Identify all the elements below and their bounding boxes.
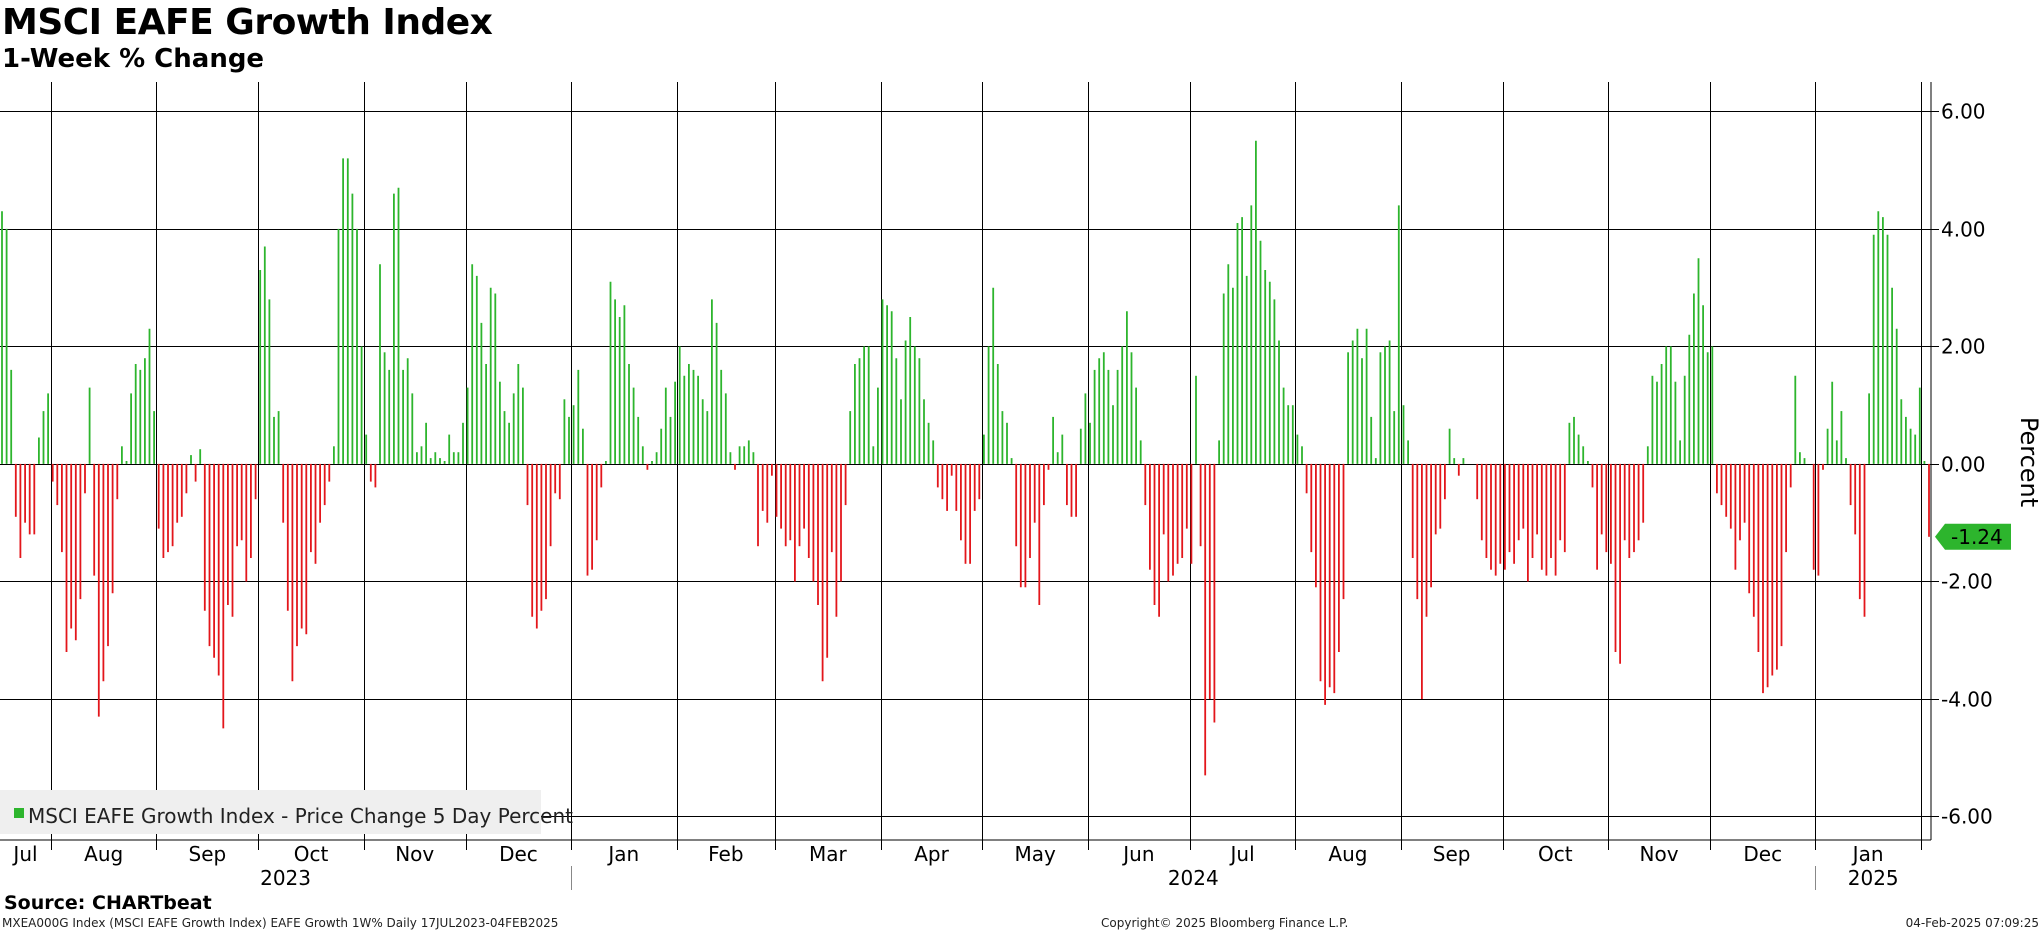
x-tick-label: Jul [11,842,37,866]
series-info: MXEA000G Index (MSCI EAFE Growth Index) … [2,916,559,930]
x-tick-label: Mar [809,842,848,866]
x-tick-label: Sep [189,842,227,866]
x-tick-label: Apr [914,842,949,866]
x-tick-label: Sep [1433,842,1471,866]
bars [1,140,1930,776]
x-tick-label: Aug [84,842,123,866]
last-value-marker: -1.24 [1935,523,2011,550]
x-tick-label: Jul [1229,842,1255,866]
legend-swatch [14,808,24,818]
x-tick-label: Jan [1851,842,1884,866]
timestamp: 04-Feb-2025 07:09:25 [1905,916,2039,930]
y-tick-label: 6.00 [1941,100,1986,124]
y-tick-label: 2.00 [1941,335,1986,359]
y-tick-label: 4.00 [1941,218,1986,242]
x-tick-label: Dec [1743,842,1782,866]
source-note: Source: CHARTbeat [4,892,212,914]
legend-background [0,790,541,834]
year-label: 2023 [260,866,311,890]
chart-subtitle: 1-Week % Change [2,44,265,74]
x-tick-label: Aug [1328,842,1367,866]
x-tick-label: Dec [499,842,538,866]
chart-title: MSCI EAFE Growth Index [2,2,493,43]
last-value-badge [1935,523,2011,550]
year-label: 2024 [1168,866,1219,890]
y-tick-label: -6.00 [1941,805,1993,829]
copyright: Copyright© 2025 Bloomberg Finance L.P. [1101,916,1349,930]
x-tick-label: Oct [1538,842,1573,866]
x-tick-label: Nov [395,842,434,866]
legend-label: MSCI EAFE Growth Index - Price Change 5 … [28,804,573,828]
x-tick-label: Nov [1640,842,1679,866]
y-tick-label: 0.00 [1941,453,1986,477]
y-axis-label: Percent [2015,417,2041,507]
last-value-label: -1.24 [1951,525,2003,549]
grid [0,82,1931,840]
legend: MSCI EAFE Growth Index - Price Change 5 … [0,790,573,834]
y-tick-label: -2.00 [1941,570,1993,594]
x-tick-label: Jun [1121,842,1154,866]
x-tick-label: Feb [708,842,743,866]
axes: 6.00 4.00 2.00 0.00 -2.00 -4.00 -6.00 Jul Aug Sep… [0,82,1993,890]
year-label: 2025 [1848,866,1899,890]
y-tick-label: -4.00 [1941,688,1993,712]
x-tick-label: Oct [294,842,329,866]
x-tick-label: Jan [606,842,639,866]
x-tick-label: May [1015,842,1057,866]
